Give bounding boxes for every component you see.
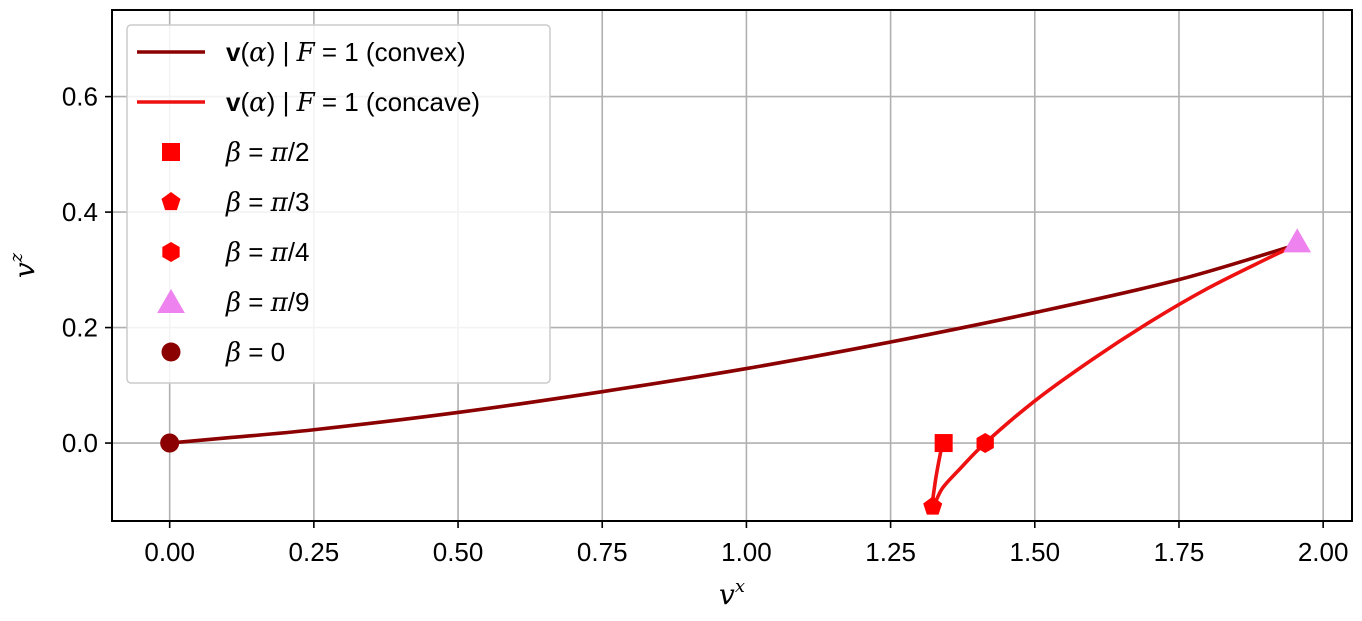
legend-swatch-marker-2	[162, 242, 180, 262]
marker-point-0	[934, 434, 953, 453]
marker-point-3	[1283, 228, 1312, 253]
x-tick-label: 1.25	[865, 537, 916, 567]
x-tick-label: 1.75	[1154, 537, 1205, 567]
legend-label-series-0: v(α) | F = 1 (convex)	[226, 37, 466, 68]
x-tick-label: 1.50	[1009, 537, 1060, 567]
x-tick-label: 1.00	[721, 537, 772, 567]
legend-label-marker-3: β = π/9	[225, 287, 309, 318]
y-tick-label: 0.6	[62, 82, 98, 112]
y-tick-label: 0.2	[62, 313, 98, 343]
legend-label-series-1: v(α) | F = 1 (concave)	[226, 87, 480, 118]
x-tick-label: 0.25	[289, 537, 340, 567]
legend-label-marker-4: β = 0	[225, 337, 285, 368]
marker-point-2	[976, 433, 994, 454]
marker-point-4	[160, 433, 180, 453]
series-line-1	[930, 242, 1300, 509]
legend-label-marker-0: β = π/2	[225, 137, 309, 168]
x-tick-label: 0.00	[144, 537, 195, 567]
marker-layer	[160, 228, 1312, 515]
y-tick-label: 0.4	[62, 197, 98, 227]
legend-label-marker-2: β = π/4	[225, 237, 309, 268]
series-layer	[167, 242, 1300, 509]
legend-swatch-marker-0	[162, 143, 180, 161]
legend-swatch-marker-4	[161, 342, 181, 362]
legend-label-marker-1: β = π/3	[225, 187, 309, 218]
marker-point-1	[923, 496, 943, 515]
legend: v(α) | F = 1 (convex) v(α) | F = 1 (conca…	[126, 24, 551, 384]
legend-box	[126, 24, 551, 384]
x-tick-label: 0.50	[433, 537, 484, 567]
series-line-0	[167, 242, 1300, 445]
plot-frame	[111, 9, 1353, 522]
x-tick-label: 0.75	[577, 537, 628, 567]
y-axis-label: vz	[6, 252, 41, 278]
tick-layer: 0.00 0.25 0.50 0.75 1.00 1.25 1.50 1.75 2.00 0.0 0…	[62, 82, 1349, 567]
legend-swatch-marker-1	[161, 192, 181, 211]
y-tick-label: 0.0	[62, 428, 98, 458]
x-axis-label: vx	[719, 576, 745, 611]
x-tick-label: 2.00	[1298, 537, 1349, 567]
legend-swatch-marker-3	[157, 289, 185, 313]
